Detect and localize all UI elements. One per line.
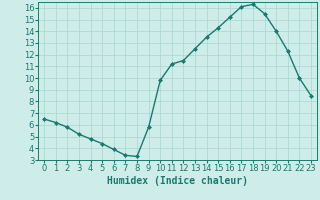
X-axis label: Humidex (Indice chaleur): Humidex (Indice chaleur) [107,176,248,186]
